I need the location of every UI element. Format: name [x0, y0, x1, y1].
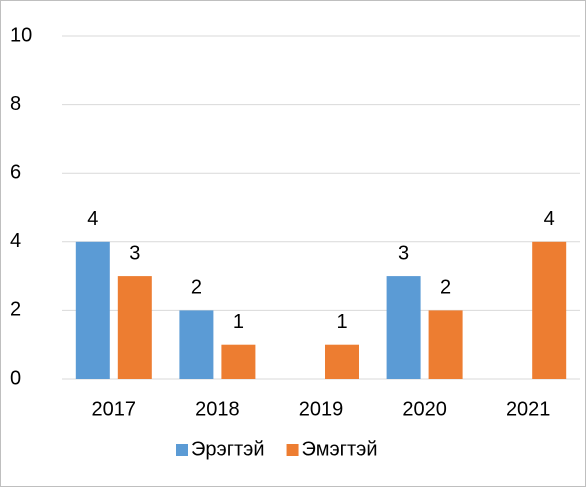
y-tick-label: 10: [10, 24, 32, 46]
data-label: 4: [544, 208, 555, 230]
legend-swatch: [286, 444, 299, 456]
x-tick-label: 2017: [92, 398, 137, 420]
x-tick-label: 2019: [299, 398, 344, 420]
legend-label: Эмэгтэй: [302, 438, 378, 460]
y-tick-label: 0: [10, 367, 21, 389]
data-label: 1: [336, 311, 347, 333]
x-tick-label: 2021: [506, 398, 551, 420]
bar: [428, 310, 463, 379]
bar: [179, 310, 214, 379]
legend-label: Эрэгтэй: [191, 438, 265, 460]
y-tick-label: 2: [10, 299, 21, 321]
x-tick-label: 2020: [402, 398, 447, 420]
bar: [325, 344, 359, 379]
bar: [221, 344, 256, 379]
data-label: 3: [398, 242, 409, 264]
bar: [117, 276, 152, 379]
legend-swatch: [176, 444, 188, 456]
y-tick-label: 6: [10, 161, 21, 183]
data-label: 1: [233, 311, 244, 333]
data-label: 2: [440, 277, 451, 299]
y-tick-label: 8: [10, 93, 21, 115]
bar: [75, 241, 110, 379]
data-label: 2: [191, 277, 202, 299]
bar: [532, 241, 567, 379]
data-label: 4: [87, 208, 98, 230]
x-tick-label: 2018: [195, 398, 240, 420]
data-label: 3: [129, 242, 140, 264]
bar: [386, 276, 421, 379]
y-tick-label: 4: [10, 230, 21, 252]
